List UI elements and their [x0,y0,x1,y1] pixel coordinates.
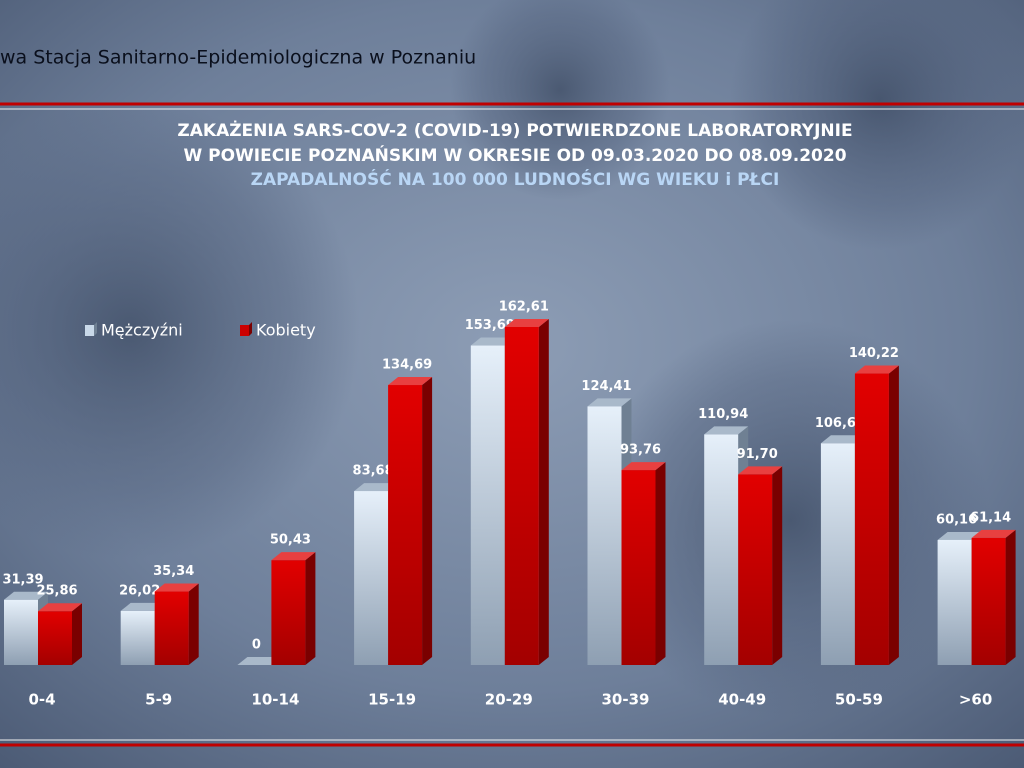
legend-swatch-side [94,322,97,336]
chart-title: ZAKAŻENIA SARS-COV-2 (COVID-19) POTWIERD… [177,119,852,141]
value-label: 140,22 [849,346,899,361]
bar-top [937,531,982,540]
bar-side [305,552,316,665]
x-tick-label: 15-19 [368,691,416,709]
bar-top [388,377,433,386]
bar [38,611,72,665]
bar [738,474,773,665]
bar [504,327,539,665]
x-tick-label: 30-39 [602,691,650,709]
bar-side [422,377,433,665]
bar-top [621,462,666,471]
x-tick-label: 0-4 [28,691,55,709]
value-label: 106,67 [815,416,865,431]
bar-top [120,602,165,611]
x-tick-label: 5-9 [145,691,172,709]
legend-label: Mężczyźni [101,321,183,340]
value-label: 83,68 [353,464,394,479]
legend-swatch [85,325,94,336]
bar-top [971,529,1016,538]
value-label: 31,39 [2,572,43,587]
x-tick-label: 50-59 [835,691,883,709]
bar-side [772,466,783,665]
x-tick-label: 10-14 [251,691,299,709]
bar-top [738,466,783,475]
bar [854,373,889,665]
bar [154,591,189,665]
bar [120,610,155,665]
x-tick-label: >60 [959,691,992,709]
background-virus [0,100,360,560]
bar-top [38,603,82,612]
value-label: 26,02 [119,583,160,598]
value-label: 60,16 [936,512,977,527]
bar [354,491,389,665]
value-label: 134,69 [382,358,432,373]
bar [937,539,972,665]
bar-side [72,603,82,665]
bar-top [504,319,549,327]
bar-side [538,319,549,665]
value-label: 25,86 [36,584,77,599]
value-label: 35,34 [153,564,194,579]
bar-top [271,552,316,561]
bar-side [1005,529,1016,665]
value-label: 162,61 [499,300,549,315]
header-text: wa Stacja Sanitarno-Epidemiologiczna w P… [0,47,476,69]
value-label: 110,94 [698,407,748,422]
bar-top [587,398,632,407]
bar-top [237,657,282,665]
bar-top [854,365,899,374]
bar [621,470,656,665]
bar-top [704,426,749,435]
bar [820,443,855,665]
legend-swatch-side [249,322,252,336]
bar-top [354,483,399,492]
bar-side [188,583,199,665]
bar-top [154,583,199,592]
bar [704,434,739,665]
value-label: 0 [252,638,261,653]
bar-side [655,462,666,665]
value-label: 61,14 [970,510,1011,525]
value-label: 50,43 [270,533,311,548]
x-tick-label: 40-49 [718,691,766,709]
bar-top [820,435,865,444]
bar-side [888,365,899,665]
bar [271,560,306,665]
bar [470,345,505,665]
value-label: 153,69 [465,318,515,333]
value-label: 124,41 [581,379,631,394]
value-label: 91,70 [737,447,778,462]
chart-title: W POWIECIE POZNAŃSKIM W OKRESIE OD 09.03… [183,144,846,166]
bar [971,537,1006,665]
background-virus [730,0,1024,250]
legend-swatch [240,325,249,336]
bar [587,406,622,665]
bar-top [4,591,48,600]
bar-top [470,337,515,346]
background-virus [450,0,670,200]
legend-label: Kobiety [256,321,316,340]
chart-subtitle: ZAPADALNOŚĆ NA 100 000 LUDNOŚCI WG WIEKU… [251,168,780,190]
x-tick-label: 20-29 [485,691,533,709]
value-label: 93,76 [620,443,661,458]
bar [4,599,38,665]
bar [388,385,423,665]
